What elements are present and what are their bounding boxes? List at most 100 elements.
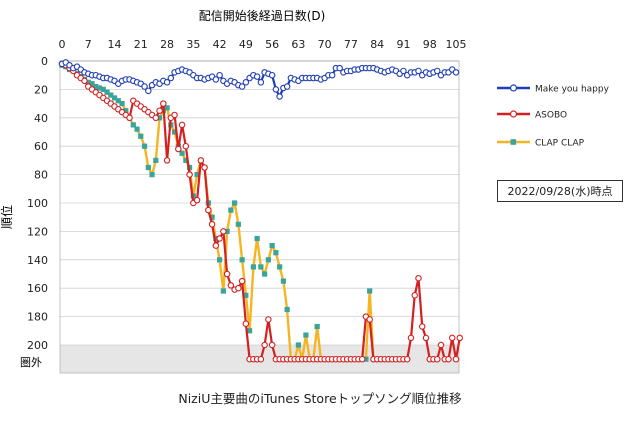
data-point	[303, 332, 309, 338]
y-tick-label: 60	[34, 140, 48, 153]
data-point	[400, 67, 407, 75]
data-point	[104, 89, 110, 95]
data-point	[175, 145, 182, 153]
x-tick-label: 91	[396, 38, 410, 51]
data-point	[253, 73, 261, 80]
data-point	[145, 164, 151, 171]
data-point	[407, 334, 415, 342]
data-point	[100, 86, 106, 92]
data-point	[115, 98, 121, 104]
date-annotation: 2022/09/28(水)時点	[497, 180, 623, 202]
out-label: 圏外	[20, 356, 42, 369]
data-point	[164, 105, 170, 111]
x-axis-title: 配信開始後経過日数(D)	[199, 8, 326, 23]
y-tick-label: 20	[34, 83, 48, 96]
data-point	[213, 235, 219, 242]
data-point	[363, 356, 369, 362]
data-point	[272, 86, 280, 93]
data-point	[433, 67, 441, 75]
data-point	[138, 133, 144, 139]
legend-marker	[509, 110, 518, 118]
data-point	[411, 292, 418, 299]
data-point	[247, 328, 253, 334]
y-tick-label: 120	[27, 225, 48, 238]
data-point	[163, 79, 171, 86]
data-point	[224, 228, 230, 234]
data-point	[216, 235, 223, 242]
data-point	[216, 71, 223, 79]
data-point	[283, 83, 291, 90]
data-point	[265, 316, 272, 323]
y-tick-label: 180	[27, 311, 48, 324]
data-point	[183, 157, 189, 163]
data-point	[452, 69, 460, 76]
data-point	[258, 264, 264, 270]
data-point	[243, 292, 249, 298]
data-point	[167, 74, 175, 82]
data-point	[85, 79, 91, 85]
data-point	[422, 334, 430, 342]
data-point	[217, 257, 223, 263]
y-tick-label: 160	[27, 282, 48, 295]
x-tick-label: 21	[134, 38, 148, 51]
data-point	[448, 334, 456, 342]
data-point	[212, 242, 220, 249]
data-point	[89, 81, 95, 87]
data-point	[437, 341, 445, 349]
data-point	[366, 316, 373, 323]
x-tick-label: 7	[85, 38, 92, 51]
data-point	[433, 355, 441, 363]
data-point	[141, 143, 148, 149]
data-point	[81, 77, 88, 85]
data-point	[277, 264, 283, 270]
y-tick-label: 80	[34, 169, 48, 182]
data-point	[262, 271, 268, 277]
data-point	[141, 83, 148, 90]
data-point	[418, 323, 426, 330]
data-point	[123, 108, 129, 114]
x-tick-label: 70	[318, 38, 332, 51]
data-point	[193, 196, 201, 204]
data-point	[134, 126, 140, 132]
data-point	[178, 121, 186, 129]
data-point	[223, 270, 231, 278]
data-point	[269, 243, 275, 249]
y-tick-label: 140	[27, 254, 48, 267]
data-point	[284, 306, 290, 313]
data-point	[257, 355, 265, 363]
data-point	[456, 334, 464, 342]
data-point	[268, 341, 276, 349]
data-point	[254, 235, 260, 242]
y-tick-label: 0	[41, 55, 48, 68]
x-tick-label: 42	[213, 38, 227, 51]
data-point	[358, 355, 366, 363]
chart-title: NiziU主要曲のiTunes Storeトップソング順位推移	[178, 391, 462, 406]
data-point	[238, 277, 246, 285]
data-point	[403, 355, 411, 363]
x-tick-label: 77	[344, 38, 358, 51]
data-point	[295, 342, 301, 348]
data-point	[273, 250, 279, 256]
data-point	[227, 282, 235, 289]
y-tick-label: 40	[34, 112, 48, 125]
y-tick-labels: 0 20 40 60 80 100 120 140 160 180 200	[27, 55, 48, 352]
data-point	[194, 172, 200, 178]
data-point	[119, 101, 125, 107]
data-point	[171, 111, 178, 119]
x-tick-label: 98	[423, 38, 437, 51]
data-point	[314, 323, 320, 330]
data-point	[445, 355, 452, 363]
series-line	[61, 64, 381, 361]
series-line	[61, 62, 461, 361]
data-point	[261, 341, 268, 349]
legend-label: Make you happy	[535, 85, 610, 95]
x-tick-label: 56	[265, 38, 279, 51]
data-point	[208, 221, 216, 228]
data-point	[232, 200, 238, 206]
y-tick-label: 100	[27, 197, 48, 210]
data-point	[265, 257, 271, 263]
data-point	[171, 129, 178, 135]
data-point	[209, 214, 215, 220]
legend-label: ASOBO	[535, 111, 567, 121]
